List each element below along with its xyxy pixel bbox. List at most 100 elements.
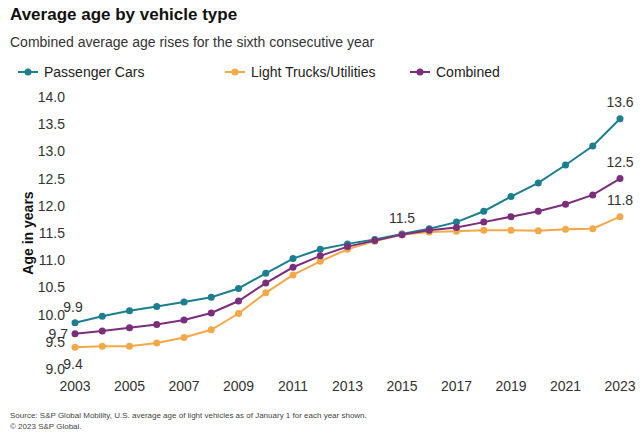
point — [208, 326, 215, 333]
point — [262, 289, 269, 296]
point — [617, 175, 624, 182]
point — [262, 280, 269, 287]
x-tick-label: 2023 — [604, 378, 635, 394]
y-tick-label: 12.5 — [38, 171, 65, 187]
data-label: 12.5 — [606, 154, 633, 170]
point — [99, 327, 106, 334]
point — [426, 227, 433, 234]
y-tick-label: 14.0 — [38, 89, 65, 105]
point — [72, 319, 79, 326]
point — [72, 344, 79, 351]
data-label: 9.7 — [49, 326, 69, 342]
legend-marker — [25, 69, 32, 76]
series-line — [75, 217, 620, 348]
point — [126, 324, 133, 331]
point — [290, 264, 297, 271]
legend-label: Light Trucks/Utilities — [251, 64, 375, 80]
point — [508, 213, 515, 220]
series-line — [75, 119, 620, 323]
y-tick-label: 10.0 — [38, 307, 65, 323]
point — [344, 243, 351, 250]
point — [153, 339, 160, 346]
point — [399, 231, 406, 238]
point — [262, 270, 269, 277]
point — [72, 330, 79, 337]
series-line — [75, 179, 620, 334]
legend-label: Passenger Cars — [44, 64, 144, 80]
data-label: 9.4 — [63, 356, 83, 372]
point — [508, 193, 515, 200]
point — [617, 213, 624, 220]
x-tick-label: 2021 — [550, 378, 581, 394]
x-tick-label: 2009 — [223, 378, 254, 394]
point — [617, 115, 624, 122]
source: Source: S&P Global Mobility, U.S. averag… — [10, 411, 367, 420]
point — [181, 334, 188, 341]
x-axis: 2003 2005 2007 2009 2011 2013 2015 2017 2019 2021… — [59, 371, 635, 394]
chart: Average age by vehicle type Combined aver… — [0, 0, 640, 435]
point — [181, 317, 188, 324]
point — [562, 162, 569, 169]
subtitle: Combined average age rises for the sixth… — [10, 34, 375, 50]
point — [453, 224, 460, 231]
point — [589, 191, 596, 198]
title: Average age by vehicle type — [10, 5, 237, 24]
x-tick-label: 2011 — [278, 378, 308, 394]
point — [126, 343, 133, 350]
data-label: 11.5 — [389, 210, 415, 226]
legend-marker — [232, 69, 239, 76]
point — [508, 227, 515, 234]
x-tick-label: 2007 — [168, 378, 199, 394]
point — [480, 227, 487, 234]
plot-marks — [72, 115, 624, 350]
point — [562, 226, 569, 233]
y-tick-label: 13.0 — [38, 143, 65, 159]
data-labels: 9.9 13.6 9.4 11.8 9.7 11.5 12.5 — [49, 94, 634, 372]
point — [126, 307, 133, 314]
y-axis-label: Age in years — [20, 191, 36, 274]
data-label: 9.9 — [63, 299, 83, 315]
data-label: 11.8 — [607, 192, 633, 208]
point — [535, 227, 542, 234]
point — [589, 142, 596, 149]
x-tick-label: 2013 — [332, 378, 363, 394]
y-tick-label: 11.0 — [39, 252, 65, 268]
point — [480, 208, 487, 215]
point — [153, 321, 160, 328]
copyright: © 2023 S&P Global. — [10, 422, 82, 431]
y-tick-label: 12.0 — [38, 198, 65, 214]
x-tick-label: 2003 — [59, 378, 90, 394]
legend-marker — [417, 69, 424, 76]
legend: Passenger Cars Light Trucks/Utilities Comb… — [18, 64, 500, 80]
data-label: 13.6 — [606, 94, 633, 110]
point — [153, 303, 160, 310]
x-tick-label: 2015 — [386, 378, 417, 394]
point — [208, 309, 215, 316]
point — [399, 231, 406, 238]
point — [535, 208, 542, 215]
point — [317, 246, 324, 253]
point — [235, 298, 242, 305]
y-axis: 9.09.510.010.511.011.512.012.513.013.514… — [38, 89, 71, 377]
point — [317, 252, 324, 259]
point — [371, 238, 378, 245]
x-tick-label: 2017 — [441, 378, 472, 394]
y-tick-label: 9.0 — [46, 361, 66, 377]
point — [480, 219, 487, 226]
point — [371, 237, 378, 244]
x-tick-label: 2005 — [114, 378, 145, 394]
point — [290, 255, 297, 262]
point — [235, 285, 242, 292]
point — [235, 310, 242, 317]
point — [399, 231, 406, 238]
legend-label: Combined — [436, 64, 500, 80]
point — [99, 343, 106, 350]
y-tick-label: 11.5 — [39, 225, 65, 241]
point — [589, 225, 596, 232]
point — [290, 271, 297, 278]
point — [562, 201, 569, 208]
x-tick-label: 2019 — [495, 378, 526, 394]
point — [535, 179, 542, 186]
y-tick-label: 10.5 — [38, 279, 65, 295]
y-tick-label: 13.5 — [38, 116, 65, 132]
